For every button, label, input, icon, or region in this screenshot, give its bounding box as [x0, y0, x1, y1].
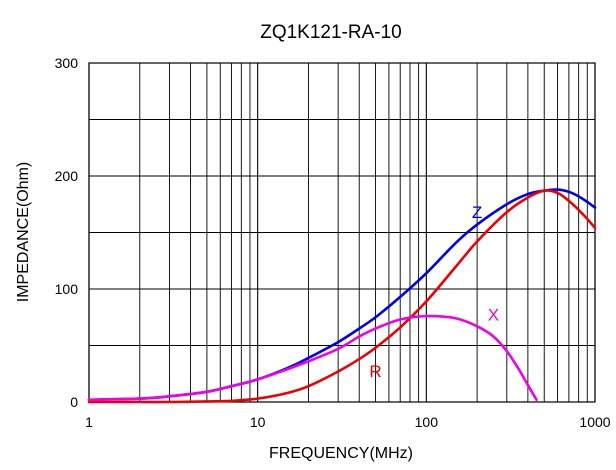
series-layer: [87, 188, 597, 404]
x-axis-label: FREQUENCY(MHz): [269, 445, 413, 462]
series-line-r: [87, 189, 597, 404]
series-label-z: Z: [472, 203, 482, 222]
y-tick-labels: 0 100 200 300: [55, 55, 79, 410]
x-tick-label: 10: [250, 414, 266, 430]
chart-title: ZQ1K121-RA-10: [260, 22, 402, 43]
y-tick-label: 200: [55, 168, 79, 184]
series-label-layer: Z R X: [369, 203, 499, 381]
x-tick-label: 1000: [579, 414, 610, 430]
plot-frame: [88, 62, 596, 403]
y-tick-label: 0: [70, 394, 78, 410]
series-label-r: R: [369, 362, 381, 381]
series-label-x: X: [488, 306, 499, 325]
x-tick-label: 1: [85, 414, 93, 430]
y-tick-label: 300: [55, 55, 79, 71]
x-tick-labels: 1 10 100 1000: [85, 414, 611, 430]
y-axis-label: IMPEDANCE(Ohm): [15, 162, 32, 302]
grid-minor: [89, 63, 595, 402]
series-line-x: [87, 314, 538, 402]
y-tick-label: 100: [55, 281, 79, 297]
x-tick-label: 100: [415, 414, 439, 430]
